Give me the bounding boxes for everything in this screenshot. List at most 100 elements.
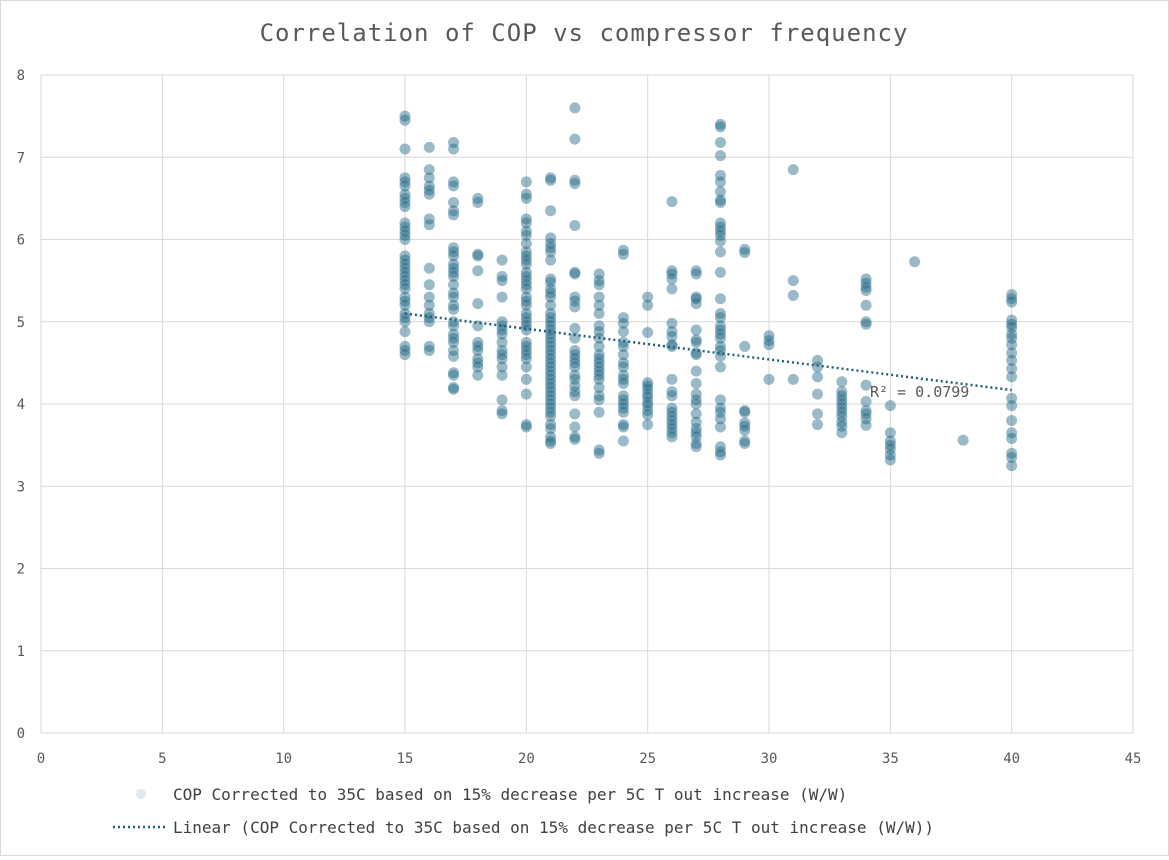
legend-label-trendline: Linear (COP Corrected to 35C based on 15… [173,818,934,837]
data-point [617,312,629,324]
data-point [714,225,726,237]
data-point [714,293,726,305]
data-point [545,336,557,348]
data-point [617,394,629,406]
data-point [1006,322,1018,334]
data-point [472,340,484,352]
data-point [714,332,726,344]
data-point [642,400,654,412]
data-point [836,420,848,432]
data-point [884,435,896,447]
data-point [617,326,629,338]
data-point [472,361,484,373]
data-point [399,295,411,307]
data-point [714,350,726,362]
data-point [569,433,581,445]
x-tick-label: 15 [397,751,414,767]
data-point [448,250,460,262]
data-point [448,176,460,188]
data-point [593,340,605,352]
data-point [909,256,921,268]
data-point [545,316,557,328]
data-point [520,271,532,283]
data-point [496,361,508,373]
data-point [399,271,411,283]
data-point [399,291,411,303]
data-point [957,434,969,446]
data-point [812,371,824,383]
data-points [399,102,1018,472]
data-point [448,180,460,192]
data-point [520,373,532,385]
data-point [739,417,751,429]
data-point [860,284,872,296]
data-point [617,248,629,260]
data-point [448,332,460,344]
data-point [836,398,848,410]
x-tick-label: 35 [882,751,899,767]
data-point [690,349,702,361]
data-point [617,340,629,352]
data-point [472,369,484,381]
data-point [860,316,872,328]
data-point [399,114,411,126]
data-point [545,435,557,447]
data-point [569,369,581,381]
y-tick-label: 5 [17,315,25,331]
data-point [569,386,581,398]
data-point [545,340,557,352]
data-point [423,219,435,231]
data-point [714,308,726,320]
data-point [569,353,581,365]
data-point [399,217,411,229]
x-tick-label: 25 [639,751,656,767]
data-point [666,419,678,431]
data-point [520,361,532,373]
data-point [1006,293,1018,305]
data-point [496,394,508,406]
data-point [836,376,848,388]
data-point [593,365,605,377]
data-point [714,413,726,425]
data-point [593,369,605,381]
data-point [520,176,532,188]
y-tick-label: 0 [17,726,25,742]
data-point [545,398,557,410]
data-point [569,373,581,385]
data-point [739,435,751,447]
data-point [714,150,726,162]
data-point [690,334,702,346]
data-point [1006,314,1018,326]
data-point [520,421,532,433]
data-point [1006,447,1018,459]
data-point [593,291,605,303]
data-point [496,271,508,283]
data-point [496,316,508,328]
data-point [739,405,751,417]
data-point [1006,414,1018,426]
data-point [569,390,581,402]
data-point [884,443,896,455]
data-point [448,291,460,303]
data-point [714,235,726,247]
data-point [496,353,508,365]
data-point [545,410,557,422]
data-point [714,266,726,278]
legend-label-series: COP Corrected to 35C based on 15% decrea… [173,785,847,804]
data-point [496,369,508,381]
data-point [399,229,411,241]
data-point [496,275,508,287]
data-point [666,326,678,338]
data-point [448,279,460,291]
data-point [666,423,678,435]
data-point [520,250,532,262]
data-point [448,350,460,362]
data-point [545,377,557,389]
data-point [399,110,411,122]
data-point [739,340,751,352]
data-point [545,369,557,381]
data-point [399,345,411,357]
data-point [690,377,702,389]
data-point [545,386,557,398]
data-point [836,416,848,428]
